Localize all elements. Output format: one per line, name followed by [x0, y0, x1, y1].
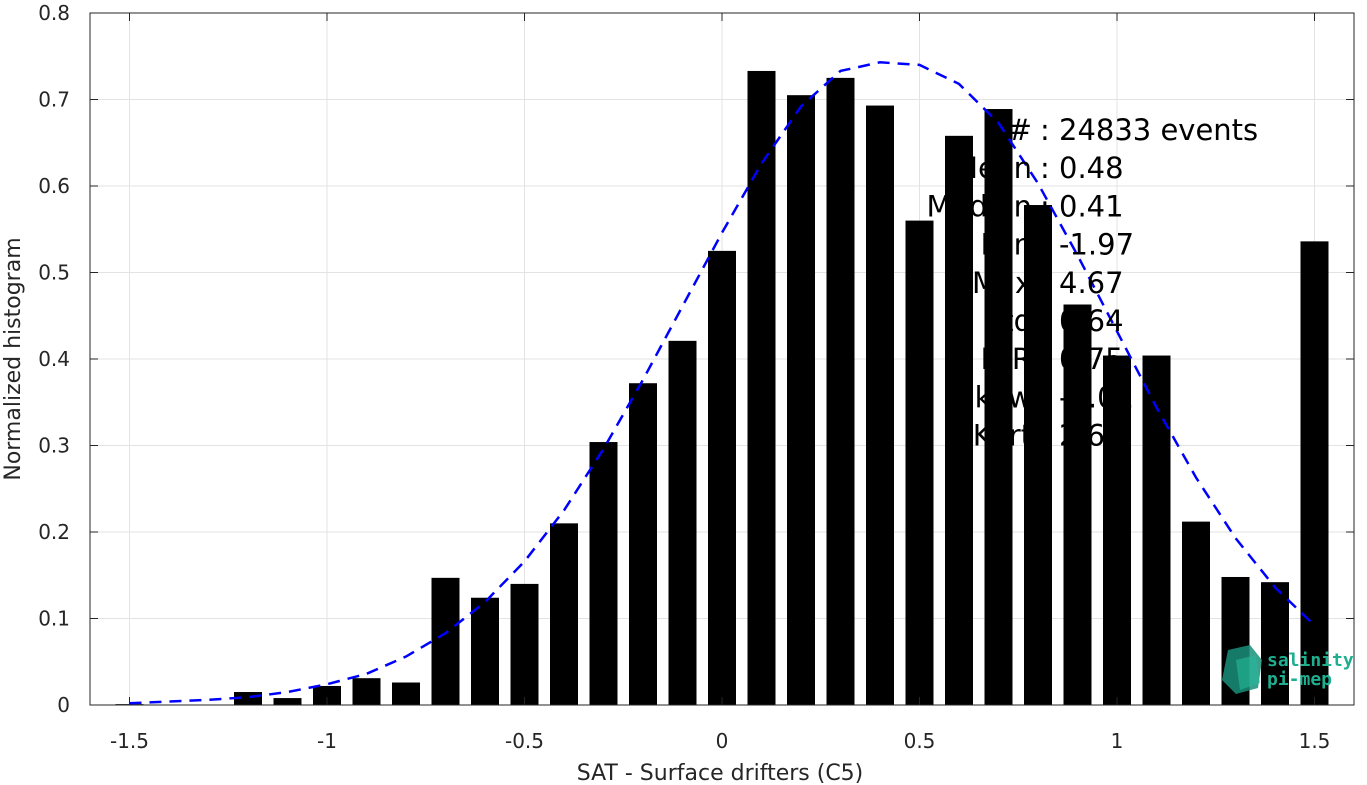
histogram-bar [273, 698, 302, 705]
x-tick-label: -1.5 [110, 729, 149, 753]
stat-value: : 0.41 [1040, 189, 1124, 223]
histogram-bar [747, 70, 776, 705]
histogram-bar [668, 340, 697, 705]
histogram-bar [392, 682, 420, 705]
stat-value: : 4.67 [1040, 266, 1124, 300]
y-tick-label: 0 [57, 693, 70, 717]
stat-label: Mean [953, 151, 1032, 185]
y-tick-label: 0.8 [38, 1, 70, 25]
y-tick-label: 0.5 [38, 261, 70, 285]
histogram-bar [1063, 304, 1092, 705]
histogram-bar [1300, 241, 1329, 706]
salinity-logo: salinity pi-mep [1222, 645, 1354, 694]
histogram-bar [866, 105, 894, 706]
histogram-bar [787, 95, 815, 706]
histogram-bar [826, 77, 855, 705]
x-tick-label: 0.5 [904, 729, 936, 753]
histogram-bar [431, 577, 460, 705]
histogram-bar [1142, 355, 1171, 705]
stat-value: : 0.48 [1040, 151, 1124, 185]
stat-value: : 0.75 [1040, 342, 1124, 376]
histogram-bar [1182, 521, 1210, 705]
gaussian-fit-line [129, 61, 1316, 705]
fit-curve [129, 61, 1316, 705]
histogram-bar [984, 109, 1013, 705]
x-tick-label: -0.5 [505, 729, 544, 753]
histogram-bar [945, 135, 973, 705]
x-tick-label: 1 [1111, 729, 1124, 753]
histogram-bar [471, 597, 499, 705]
y-tick-label: 0.7 [38, 88, 70, 112]
y-tick-label: 0.4 [38, 347, 70, 371]
logo-line1: salinity [1267, 650, 1354, 671]
y-axis: 0 0.1 0.2 0.3 0.4 0.5 0.6 0.7 0.8 [38, 1, 1354, 717]
y-tick-label: 0.6 [38, 174, 70, 198]
y-axis-title: Normalized histogram [1, 237, 26, 480]
stat-label: Median [927, 189, 1032, 223]
logo-cube-face [1236, 655, 1260, 690]
stat-label: Min [981, 228, 1032, 262]
histogram-bar [550, 523, 578, 705]
stat-label: Kurt [973, 419, 1032, 453]
stat-value: : -1.97 [1040, 228, 1134, 262]
stat-label: IQR [980, 342, 1032, 376]
x-axis-title: SAT - Surface drifters (C5) [577, 761, 864, 785]
stat-label: Skew [956, 380, 1032, 414]
y-tick-label: 0.3 [38, 434, 70, 458]
stat-label: Max [972, 266, 1032, 300]
histogram-bar [1103, 355, 1131, 705]
x-tick-label: 0 [716, 729, 729, 753]
histogram-bar [589, 442, 618, 705]
histogram-bar [905, 220, 934, 705]
histogram-bar [708, 250, 736, 705]
stat-value: : -0.02 [1040, 380, 1134, 414]
x-axis: -1.5 -1 -0.5 0 0.5 1 1.5 [110, 13, 1330, 753]
stat-value: : 24833 events [1040, 113, 1258, 147]
stat-value: : 2.62 [1040, 419, 1124, 453]
histogram-bar [510, 583, 539, 705]
histogram-bar [1261, 582, 1289, 705]
y-tick-label: 0.1 [38, 607, 70, 631]
logo-line2: pi-mep [1267, 669, 1332, 690]
x-tick-label: -1 [317, 729, 337, 753]
bars [115, 70, 1329, 706]
histogram-bar [1024, 205, 1052, 705]
histogram-bar [629, 383, 657, 705]
histogram-bar [313, 685, 341, 705]
stat-label: Std [984, 304, 1032, 338]
y-tick-label: 0.2 [38, 520, 70, 544]
x-tick-label: 1.5 [1299, 729, 1331, 753]
histogram-bar [352, 678, 381, 705]
stat-value: : 0.64 [1040, 304, 1124, 338]
stat-label: # [1008, 113, 1032, 147]
